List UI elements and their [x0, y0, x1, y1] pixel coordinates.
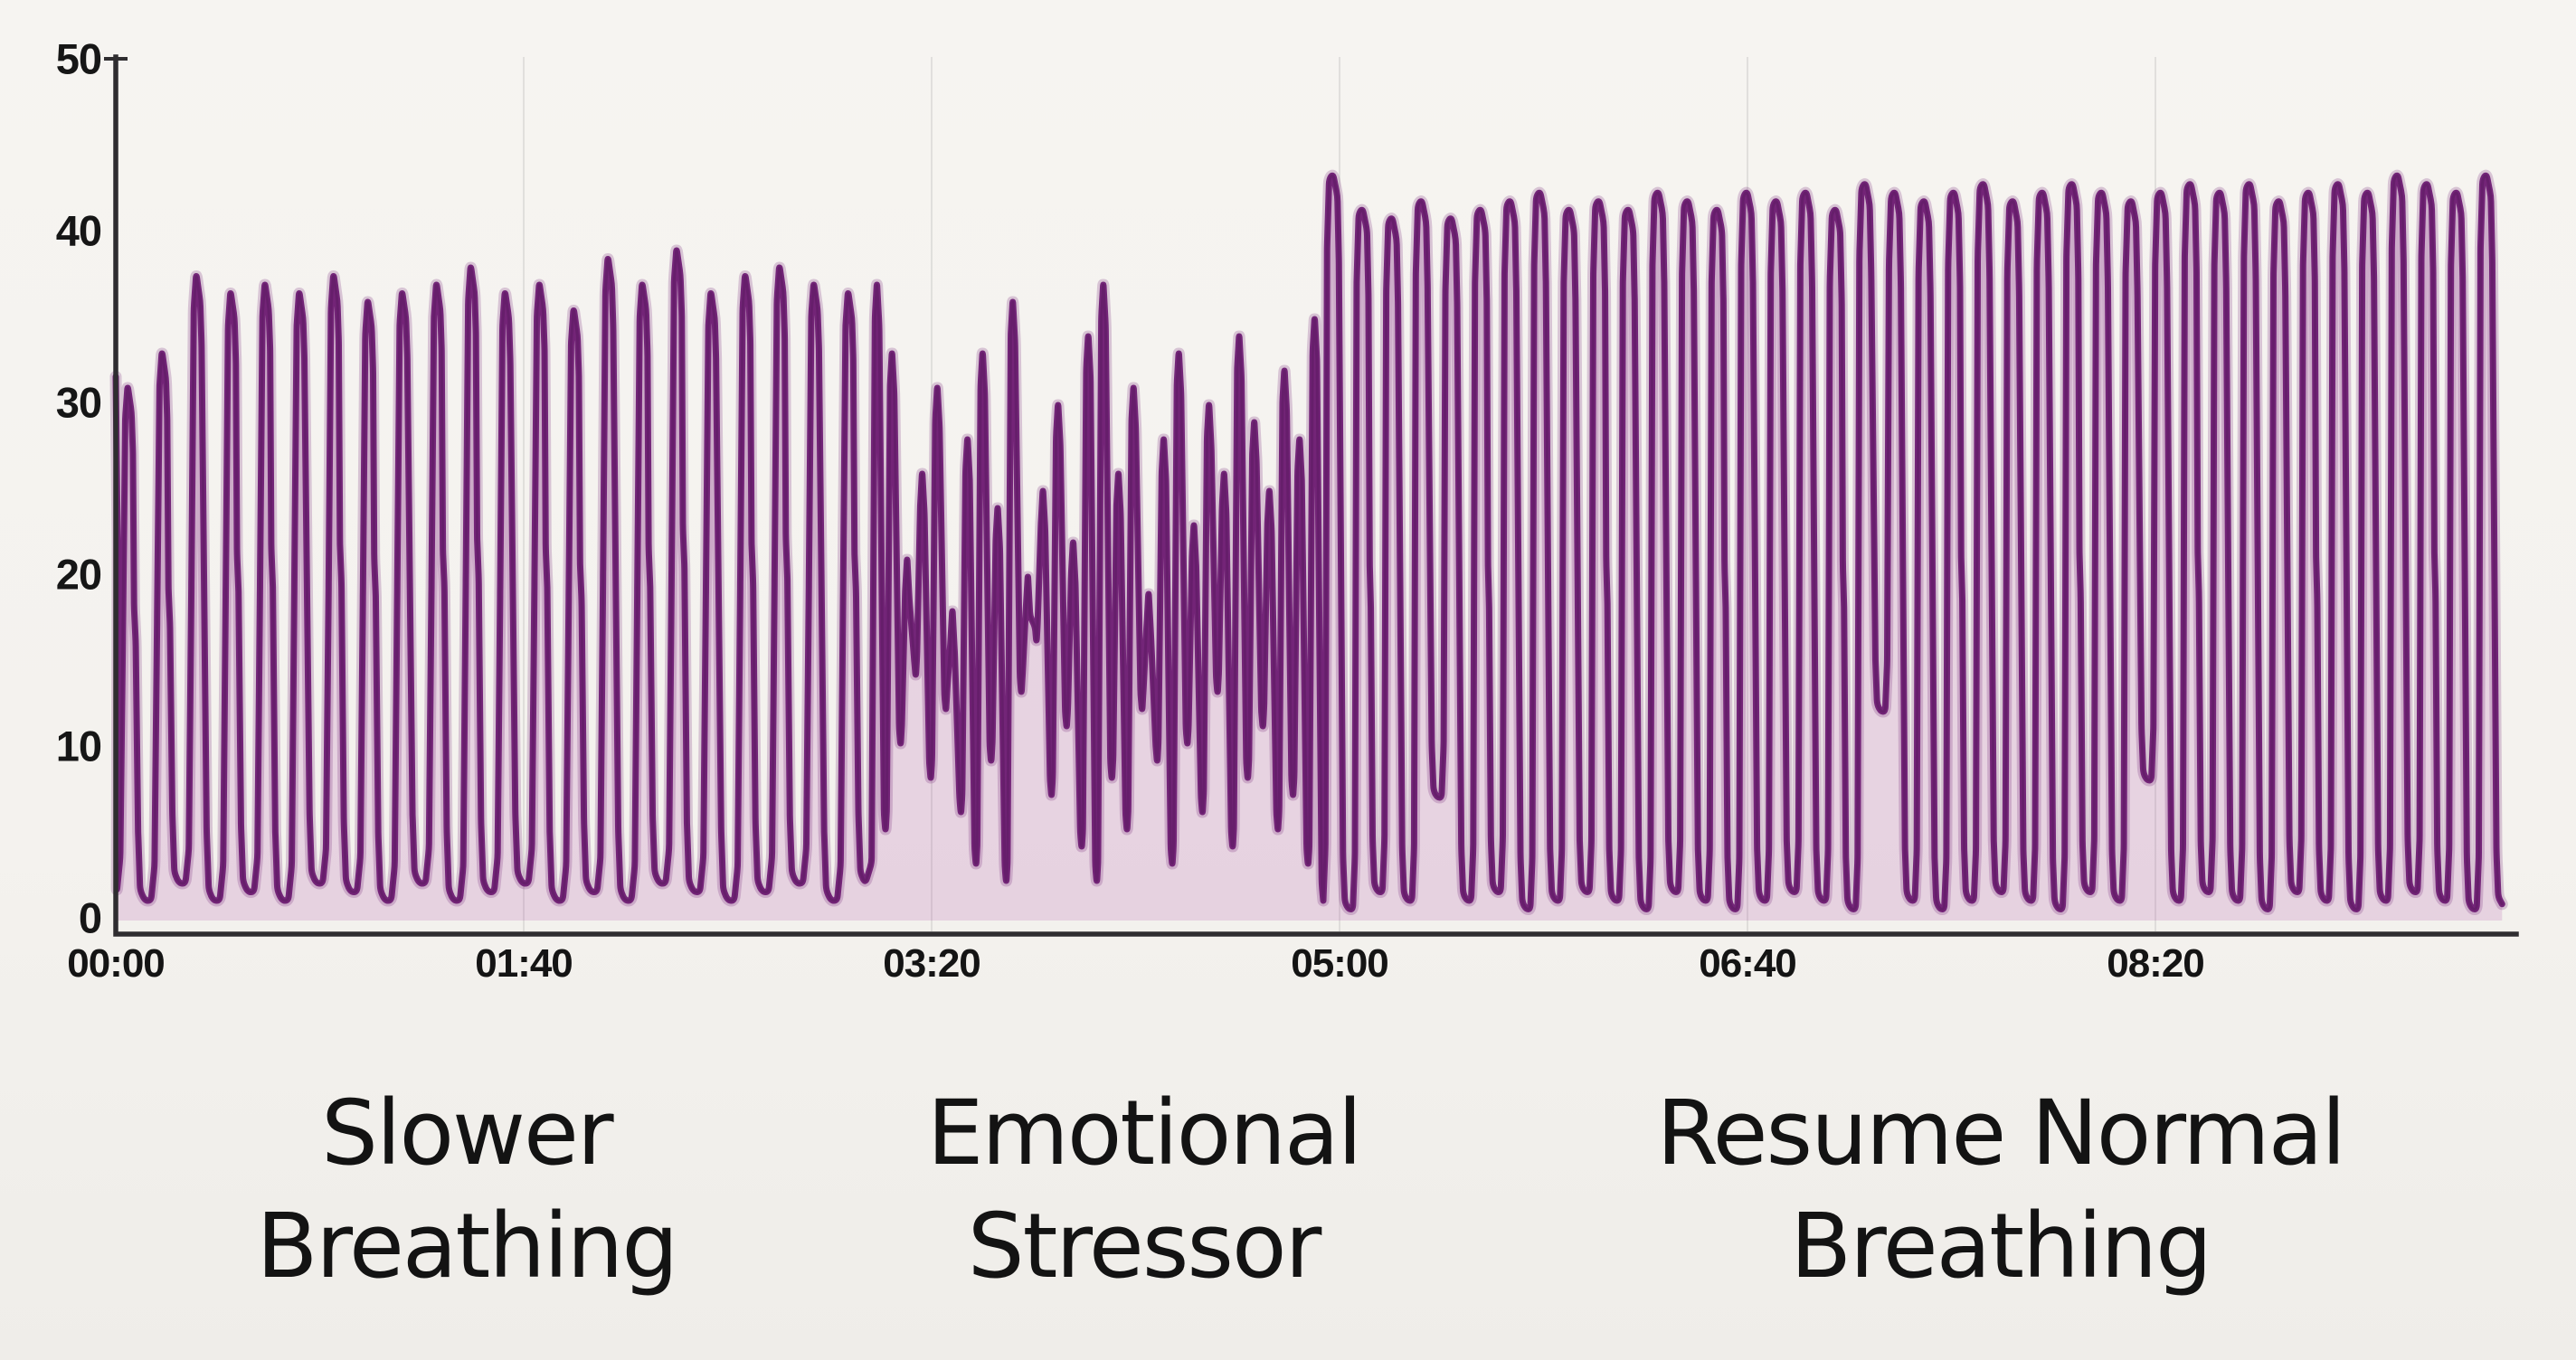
x-tick-label: 06:40	[1699, 941, 1797, 986]
phase-label-line: Resume Normal	[1656, 1081, 2346, 1185]
x-tick-label: 03:20	[883, 941, 981, 986]
phase-label-line: Stressor	[967, 1194, 1322, 1299]
axis-lines	[113, 54, 2519, 937]
phase-label-slower-breathing: Slower Breathing	[256, 1078, 679, 1303]
y-tick-label: 10	[55, 722, 102, 770]
y-tick-label: 20	[55, 550, 102, 599]
x-tick-label: 08:20	[2107, 941, 2205, 986]
y-tick-label: 40	[55, 206, 102, 255]
waveform-trace	[109, 169, 2508, 921]
axes	[104, 54, 2519, 937]
y-tick-label: 50	[55, 34, 102, 83]
phase-label-line: Emotional	[926, 1081, 1362, 1185]
y-tick-label: 0	[78, 893, 102, 942]
waveform-core	[114, 174, 2504, 911]
phase-label-line: Breathing	[1790, 1194, 2212, 1299]
phase-label-resume-normal-breathing: Resume Normal Breathing	[1656, 1078, 2346, 1303]
waveform-fill	[116, 175, 2503, 921]
y-tick-label: 30	[55, 378, 102, 427]
phase-label-line: Breathing	[256, 1194, 679, 1299]
x-tick-label: 05:00	[1291, 941, 1389, 986]
waveform-line	[112, 172, 2505, 912]
phase-label-line: Slower	[321, 1081, 613, 1185]
x-tick-label: 00:00	[67, 941, 166, 986]
phase-label-emotional-stressor: Emotional Stressor	[926, 1078, 1362, 1303]
x-tick-label: 01:40	[475, 941, 573, 986]
